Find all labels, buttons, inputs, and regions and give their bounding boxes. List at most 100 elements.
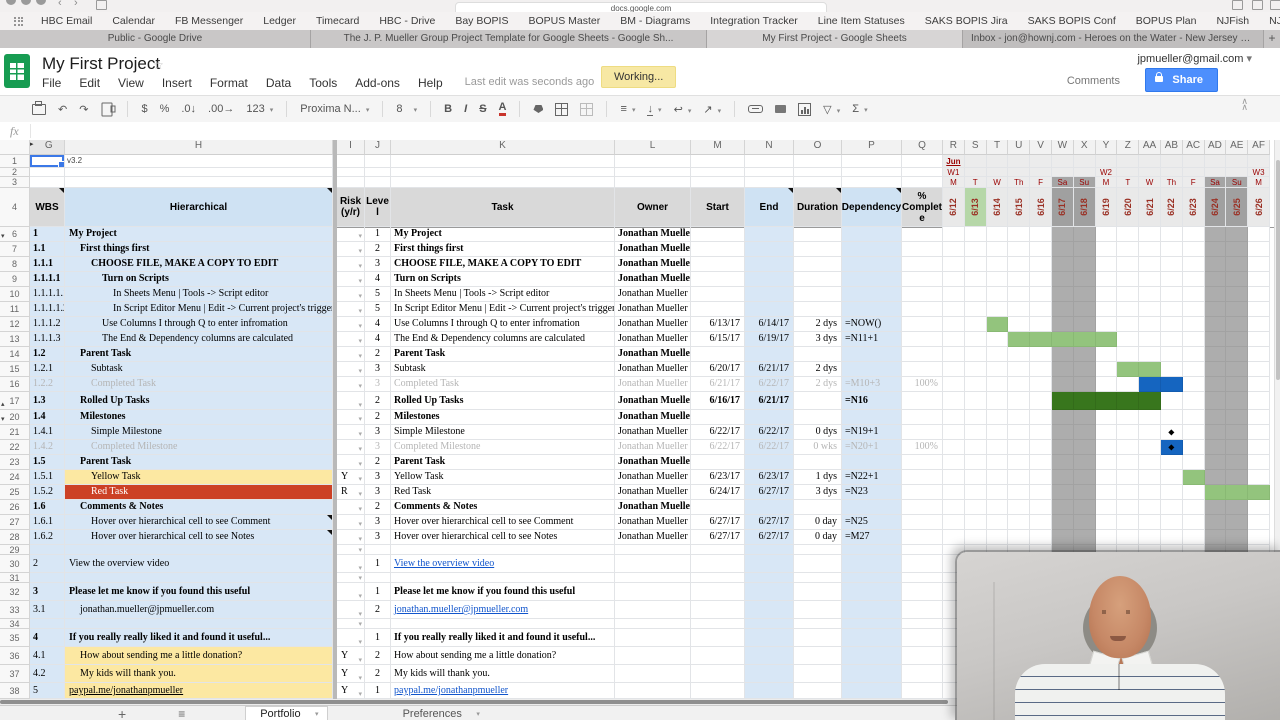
cell[interactable]: 3 xyxy=(365,530,391,545)
cell[interactable]: Jonathan Mueller xyxy=(615,515,691,530)
cell[interactable] xyxy=(65,545,333,555)
gantt-cell[interactable] xyxy=(1117,257,1140,272)
gantt-header-cell[interactable] xyxy=(1051,168,1074,177)
cell[interactable]: 6/23/17 xyxy=(691,470,745,485)
cell[interactable] xyxy=(691,545,745,555)
cell[interactable] xyxy=(30,545,65,555)
gantt-header-cell[interactable] xyxy=(1139,155,1161,168)
gantt-cell[interactable] xyxy=(1030,332,1052,347)
gantt-cell[interactable] xyxy=(1117,362,1140,377)
cell[interactable]: Rolled Up Tasks xyxy=(65,392,333,410)
insert-chart-icon[interactable] xyxy=(798,102,812,116)
gantt-cell[interactable] xyxy=(1051,515,1074,530)
cell[interactable]: Hover over hierarchical cell to see Note… xyxy=(65,530,333,545)
column-header-I[interactable]: I xyxy=(337,140,365,155)
gantt-cell[interactable] xyxy=(1117,425,1140,440)
menu-view[interactable]: View xyxy=(118,76,144,90)
cell[interactable]: 2 xyxy=(365,665,391,683)
cell[interactable]: 6/22/17 xyxy=(691,425,745,440)
cell[interactable] xyxy=(745,227,794,242)
decrease-decimal-button[interactable]: .0↓ xyxy=(181,103,197,115)
gantt-cell[interactable] xyxy=(1226,347,1249,362)
column-header-T[interactable]: T xyxy=(986,140,1009,155)
gantt-cell[interactable] xyxy=(1117,440,1140,455)
gantt-cell[interactable] xyxy=(1226,455,1249,470)
gantt-cell[interactable] xyxy=(943,410,965,425)
gantt-cell[interactable] xyxy=(1160,485,1183,500)
cell[interactable]: Red Task xyxy=(391,485,615,500)
gantt-cell[interactable] xyxy=(1008,425,1031,440)
gantt-cell[interactable] xyxy=(943,500,965,515)
header-cell[interactable]: Owner xyxy=(615,188,691,227)
gantt-cell[interactable]: ◆ xyxy=(1160,440,1183,455)
cell[interactable]: Simple Milestone xyxy=(391,425,615,440)
cell[interactable] xyxy=(794,573,842,583)
gantt-cell[interactable] xyxy=(1139,500,1161,515)
cell[interactable] xyxy=(615,601,691,619)
gantt-cell[interactable] xyxy=(1248,425,1270,440)
cell[interactable]: =N11+1 xyxy=(842,332,902,347)
cell[interactable] xyxy=(30,177,65,188)
gantt-cell[interactable] xyxy=(1008,515,1031,530)
gantt-date-header[interactable]: 6/17 xyxy=(1051,188,1074,227)
row-header[interactable]: 1 xyxy=(0,155,30,168)
cell[interactable] xyxy=(30,619,65,629)
gantt-cell[interactable] xyxy=(1139,242,1161,257)
gantt-cell[interactable] xyxy=(1160,302,1183,317)
gantt-cell[interactable] xyxy=(943,530,965,545)
gantt-cell[interactable] xyxy=(1204,470,1227,485)
gantt-header-cell[interactable]: Su xyxy=(1226,177,1249,188)
text-color-button[interactable]: A xyxy=(498,102,507,116)
sheet-tab-portfolio[interactable]: Portfolio ▾ xyxy=(245,706,328,720)
gantt-cell[interactable] xyxy=(943,470,965,485)
gantt-cell[interactable] xyxy=(1008,347,1031,362)
gantt-cell[interactable] xyxy=(1008,272,1031,287)
cell[interactable]: Turn on Scripts xyxy=(65,272,333,287)
cell[interactable]: 6/27/17 xyxy=(745,515,794,530)
gantt-header-cell[interactable] xyxy=(1073,168,1096,177)
cell[interactable]: ▾ xyxy=(337,332,365,347)
row-header[interactable]: 13 xyxy=(0,332,30,347)
gantt-cell[interactable] xyxy=(1226,410,1249,425)
gantt-cell[interactable] xyxy=(1030,392,1052,410)
cell[interactable] xyxy=(794,683,842,699)
gantt-cell[interactable] xyxy=(964,257,987,272)
cell[interactable] xyxy=(842,619,902,629)
cell[interactable]: 3 dys xyxy=(794,485,842,500)
gantt-header-cell[interactable] xyxy=(1248,155,1270,168)
cell[interactable] xyxy=(745,272,794,287)
bookmark-item[interactable]: Line Item Statuses xyxy=(817,15,905,27)
cell[interactable] xyxy=(691,347,745,362)
gantt-cell[interactable] xyxy=(1204,410,1227,425)
gantt-cell[interactable] xyxy=(1117,530,1140,545)
row-header[interactable]: 31 xyxy=(0,573,30,583)
gantt-cell[interactable] xyxy=(1248,257,1270,272)
cell[interactable]: =N22+1 xyxy=(842,470,902,485)
gantt-cell[interactable] xyxy=(943,302,965,317)
gantt-cell[interactable] xyxy=(1117,227,1140,242)
cell[interactable] xyxy=(745,573,794,583)
gantt-cell[interactable] xyxy=(1008,410,1031,425)
minimize-window-icon[interactable] xyxy=(21,0,31,5)
cell[interactable]: 3 xyxy=(365,362,391,377)
gantt-cell[interactable] xyxy=(1117,500,1140,515)
gantt-cell[interactable] xyxy=(1139,302,1161,317)
gantt-header-cell[interactable]: F xyxy=(1030,177,1052,188)
menu-edit[interactable]: Edit xyxy=(79,76,101,90)
cell[interactable]: =N25 xyxy=(842,515,902,530)
new-tab-button[interactable]: + xyxy=(1264,30,1280,48)
cell[interactable]: 1.6 xyxy=(30,500,65,515)
gantt-date-header[interactable]: 6/18 xyxy=(1073,188,1096,227)
bookmark-item[interactable]: Bay BOPIS xyxy=(455,15,509,27)
gantt-header-cell[interactable] xyxy=(964,155,987,168)
cell[interactable]: 1.2.1 xyxy=(30,362,65,377)
gantt-cell[interactable] xyxy=(1008,287,1031,302)
collapse-controls-icon[interactable]: ∧ ∧ xyxy=(1241,96,1248,112)
gantt-cell[interactable] xyxy=(1226,272,1249,287)
cell[interactable] xyxy=(902,601,943,619)
gantt-cell[interactable] xyxy=(1160,530,1183,545)
row-header[interactable]: 9 xyxy=(0,272,30,287)
cell[interactable] xyxy=(745,155,794,168)
cell[interactable]: ▾ xyxy=(337,455,365,470)
gantt-header-cell[interactable] xyxy=(1117,168,1140,177)
